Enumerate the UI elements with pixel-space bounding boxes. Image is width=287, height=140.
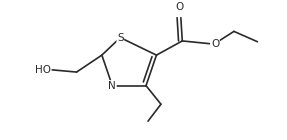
Text: HO: HO (35, 65, 51, 75)
Text: O: O (211, 39, 219, 49)
Text: O: O (175, 2, 183, 12)
Text: S: S (117, 33, 124, 43)
Text: N: N (108, 81, 116, 91)
